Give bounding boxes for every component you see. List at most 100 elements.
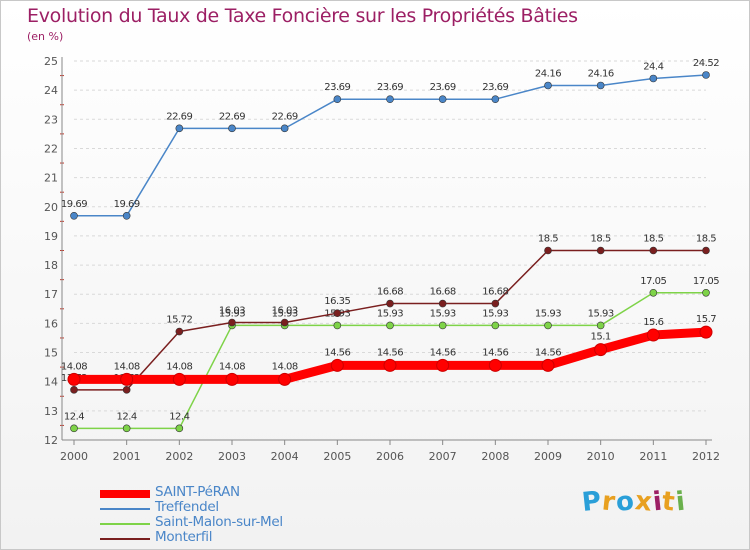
data-point xyxy=(175,124,184,133)
data-label: 15.93 xyxy=(377,308,403,319)
data-label: 14.08 xyxy=(166,361,192,372)
legend-label: Treffendel xyxy=(155,499,219,515)
data-point xyxy=(702,246,710,255)
data-point xyxy=(491,299,500,308)
data-label: 14.56 xyxy=(535,347,561,358)
data-point xyxy=(228,124,236,133)
x-tick-label: 2009 xyxy=(534,450,562,463)
data-label: 18.5 xyxy=(643,234,663,245)
y-tick-label: 23 xyxy=(44,113,58,126)
data-label: 14.08 xyxy=(114,361,140,372)
data-point xyxy=(596,246,605,255)
logo-letter: i xyxy=(674,486,688,518)
data-label: 12.4 xyxy=(64,411,84,422)
data-label: 17.05 xyxy=(640,276,666,287)
data-point xyxy=(70,386,78,394)
chart-legend: SAINT-PéRAN Treffendel Saint-Malon-sur-Mel… xyxy=(100,484,360,546)
data-label: 16.03 xyxy=(219,306,245,317)
x-tick-label: 2002 xyxy=(165,450,193,463)
legend-item: Monterfil xyxy=(100,529,360,546)
data-label: 17.05 xyxy=(693,276,719,287)
x-tick-label: 2004 xyxy=(271,450,299,463)
data-point xyxy=(330,358,344,372)
data-label: 12.4 xyxy=(169,411,189,422)
data-point xyxy=(702,71,710,79)
x-tick-label: 2012 xyxy=(692,450,720,463)
y-tick-label: 19 xyxy=(44,230,58,243)
data-point xyxy=(175,327,184,336)
data-label: 24.16 xyxy=(588,68,614,79)
data-label: 23.69 xyxy=(377,82,403,93)
data-label: 14.08 xyxy=(272,361,298,372)
legend-item: SAINT-PéRAN xyxy=(100,484,360,501)
legend-swatch xyxy=(100,490,150,498)
x-tick-label: 2005 xyxy=(323,450,351,463)
data-point xyxy=(280,124,289,133)
data-point xyxy=(122,386,131,394)
y-tick-label: 17 xyxy=(44,288,58,301)
y-tick-label: 12 xyxy=(44,434,58,447)
y-tick-label: 16 xyxy=(44,317,58,330)
x-tick-label: 2007 xyxy=(429,450,457,463)
data-label: 23.69 xyxy=(430,82,456,93)
data-label: 14.08 xyxy=(61,361,87,372)
x-tick-label: 2011 xyxy=(639,450,667,463)
y-tick-label: 18 xyxy=(44,259,58,272)
y-tick-label: 24 xyxy=(44,84,58,97)
legend-item: Treffendel xyxy=(100,499,360,516)
legend-label: SAINT-PéRAN xyxy=(155,484,240,500)
y-tick-label: 25 xyxy=(44,55,58,68)
data-point xyxy=(491,321,500,330)
x-tick-label: 2006 xyxy=(376,450,404,463)
data-point xyxy=(438,299,447,308)
data-point xyxy=(438,95,447,103)
data-point xyxy=(122,424,131,433)
data-label: 22.69 xyxy=(219,111,245,122)
data-label: 23.69 xyxy=(324,82,350,93)
data-point xyxy=(491,95,500,103)
data-label: 15.93 xyxy=(535,308,561,319)
legend-swatch xyxy=(100,538,150,540)
data-point xyxy=(333,321,342,330)
legend-label: Monterfil xyxy=(155,529,213,545)
data-point xyxy=(70,424,78,433)
data-label: 15.93 xyxy=(588,308,614,319)
data-point xyxy=(172,372,186,386)
data-label: 16.35 xyxy=(324,296,350,307)
data-point xyxy=(225,372,239,386)
data-point xyxy=(175,424,184,433)
data-label: 14.56 xyxy=(377,347,403,358)
data-label: 14.08 xyxy=(219,361,245,372)
data-label: 16.68 xyxy=(430,287,456,298)
data-point xyxy=(646,328,660,342)
data-point xyxy=(386,95,394,103)
y-tick-label: 21 xyxy=(44,172,58,185)
data-point xyxy=(699,325,713,339)
data-label: 15.93 xyxy=(430,308,456,319)
legend-item: Saint-Malon-sur-Mel xyxy=(100,514,360,531)
data-label: 15.93 xyxy=(482,308,508,319)
data-label: 12.4 xyxy=(117,411,137,422)
data-point xyxy=(228,318,236,327)
data-label: 15.7 xyxy=(696,314,716,325)
data-label: 18.5 xyxy=(591,234,611,245)
data-point xyxy=(70,212,78,220)
data-point xyxy=(383,358,397,372)
data-point xyxy=(544,81,552,90)
data-label: 15.72 xyxy=(166,315,192,326)
data-label: 24.4 xyxy=(643,61,663,72)
legend-label: Saint-Malon-sur-Mel xyxy=(155,514,283,530)
data-label: 19.69 xyxy=(114,199,140,210)
data-label: 24.52 xyxy=(693,58,719,69)
data-point xyxy=(594,343,608,357)
y-tick-label: 20 xyxy=(44,201,58,214)
data-point xyxy=(67,372,81,386)
y-unit-label: (en %) xyxy=(27,30,64,43)
data-label: 22.69 xyxy=(272,111,298,122)
y-tick-label: 22 xyxy=(44,142,58,155)
data-label: 22.69 xyxy=(166,111,192,122)
data-point xyxy=(333,95,342,103)
x-tick-label: 2003 xyxy=(218,450,246,463)
